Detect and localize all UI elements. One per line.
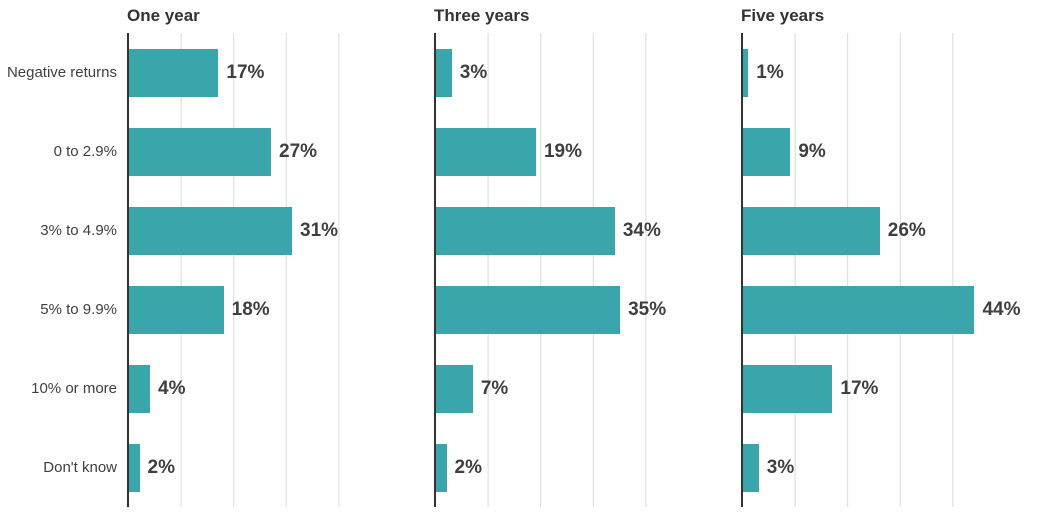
- category-label: 3% to 4.9%: [40, 222, 117, 239]
- category-label: 10% or more: [31, 380, 117, 397]
- value-label: 17%: [840, 377, 879, 399]
- value-label: 3%: [459, 61, 488, 83]
- bar: [129, 285, 224, 334]
- value-label: 4%: [158, 377, 186, 399]
- value-label: 2%: [454, 456, 482, 478]
- category-label: Don't know: [43, 459, 117, 476]
- value-label: 9%: [798, 140, 826, 162]
- bar-row: 35%: [436, 270, 697, 349]
- bar: [743, 48, 749, 97]
- value-label: 26%: [887, 219, 926, 241]
- value-label: 17%: [226, 61, 265, 83]
- bar-row: 31%: [129, 191, 390, 270]
- bar: [436, 127, 536, 176]
- bar: [743, 127, 791, 176]
- bar: [129, 364, 151, 413]
- value-label: 44%: [982, 298, 1021, 320]
- category-labels-column: Negative returns 0 to 2.9% 3% to 4.9% 5% to…: [0, 0, 127, 528]
- bar-row: 9%: [743, 112, 1004, 191]
- bar-row: 17%: [129, 33, 390, 112]
- bar-row: 7%: [436, 349, 697, 428]
- category-label: Negative returns: [6, 64, 117, 81]
- panel-title: Three years: [434, 6, 530, 25]
- bar: [743, 443, 759, 492]
- bar-row: 17%: [743, 349, 1004, 428]
- value-label: 7%: [480, 377, 509, 399]
- value-label: 31%: [300, 219, 339, 241]
- bar-row: 19%: [436, 112, 697, 191]
- bar: [129, 443, 140, 492]
- bar-row: 2%: [436, 428, 697, 507]
- plot-area: 17% 27% 31% 18% 4% 2%: [127, 33, 390, 507]
- bar-row: 27%: [129, 112, 390, 191]
- bar: [129, 206, 293, 255]
- panel-title: One year: [127, 6, 200, 25]
- bar: [129, 48, 219, 97]
- value-label: 19%: [543, 140, 582, 162]
- bar: [743, 206, 880, 255]
- bar-row: 34%: [436, 191, 697, 270]
- value-label: 34%: [622, 219, 661, 241]
- bar: [436, 443, 447, 492]
- bar-row: 44%: [743, 270, 1020, 349]
- panel-title: Five years: [741, 6, 825, 25]
- value-label: 18%: [231, 298, 270, 320]
- bar: [436, 285, 621, 334]
- bar-row: 18%: [129, 270, 390, 349]
- bar-row: 2%: [129, 428, 390, 507]
- panel-five-years: Five years 1% 9% 26% 44% 17% 3%: [741, 0, 1048, 528]
- bar-row: 26%: [743, 191, 1004, 270]
- plot-area: 1% 9% 26% 44% 17% 3%: [741, 33, 1020, 507]
- panel-one-year: One year 17% 27% 31% 18% 4% 2%: [127, 0, 434, 528]
- value-label: 35%: [628, 298, 667, 320]
- bar: [743, 364, 833, 413]
- bar-row: 4%: [129, 349, 390, 428]
- bar: [436, 48, 452, 97]
- bar-row: 1%: [743, 33, 1004, 112]
- bar: [743, 285, 975, 334]
- bar: [129, 127, 272, 176]
- panel-three-years: Three years 3% 19% 34% 35% 7% 2%: [434, 0, 741, 528]
- value-label: 2%: [147, 456, 175, 478]
- value-label: 1%: [756, 61, 784, 83]
- value-label: 27%: [279, 140, 318, 162]
- category-label: 5% to 9.9%: [40, 301, 117, 318]
- category-label: 0 to 2.9%: [53, 143, 117, 160]
- bar-row: 3%: [436, 33, 697, 112]
- bar: [436, 206, 615, 255]
- bar: [436, 364, 473, 413]
- value-label: 3%: [766, 456, 795, 478]
- bar-row: 3%: [743, 428, 1004, 507]
- plot-area: 3% 19% 34% 35% 7% 2%: [434, 33, 697, 507]
